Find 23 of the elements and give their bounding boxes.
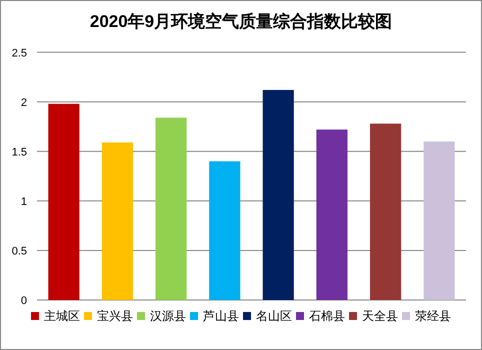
legend-label: 荥经县 (415, 309, 451, 323)
legend-label: 汉源县 (150, 309, 186, 323)
y-tick-label: 1.5 (12, 146, 27, 158)
legend-label: 芦山县 (203, 309, 239, 323)
bar (424, 141, 455, 300)
bar (102, 142, 133, 300)
y-tick-label: 0.5 (12, 245, 27, 258)
bar (209, 161, 240, 300)
bar (262, 90, 294, 300)
chart-title: 2020年9月环境空气质量综合指数比较图 (90, 12, 392, 31)
bar (156, 118, 187, 300)
y-tick-label: 2.5 (12, 47, 27, 60)
bar (370, 124, 402, 300)
legend-label: 名山区 (256, 309, 292, 323)
legend-label: 主城区 (44, 309, 80, 323)
y-tick-label: 2 (20, 96, 27, 109)
bar (316, 130, 348, 300)
legend-label: 天全县 (362, 309, 398, 323)
bar (48, 104, 80, 300)
y-tick-label: 1 (20, 196, 27, 208)
legend-label: 宝兴县 (97, 309, 133, 323)
y-tick-label: 0 (20, 295, 27, 307)
legend-label: 石棉县 (309, 309, 345, 323)
